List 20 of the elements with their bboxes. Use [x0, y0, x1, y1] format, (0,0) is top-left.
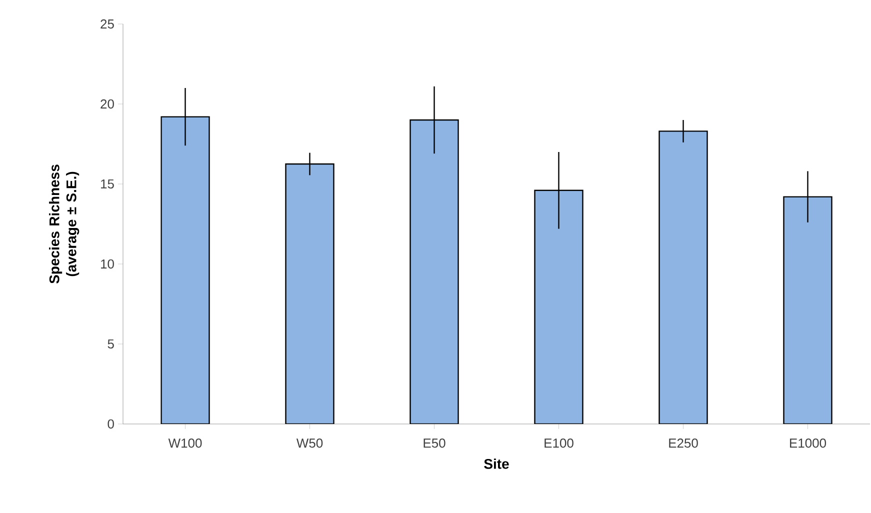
x-tick-label: W50: [296, 438, 323, 448]
x-tick-label: E100: [544, 438, 574, 448]
y-tick-label: 20: [100, 99, 114, 109]
bar: [285, 163, 334, 424]
bar: [783, 196, 832, 424]
bar: [160, 116, 210, 424]
bar: [534, 190, 584, 424]
y-tick-label: 25: [100, 19, 114, 29]
x-tick-label: W100: [168, 438, 202, 448]
bar: [410, 119, 459, 424]
x-tick-label: E1000: [790, 438, 826, 448]
x-axis-title: Site: [484, 458, 509, 469]
y-tick-label: 10: [101, 259, 114, 269]
y-tick-label: 15: [101, 179, 114, 189]
x-tick-label: E50: [424, 438, 446, 448]
y-tick-label: 0: [108, 419, 114, 429]
x-tick-label: E250: [669, 438, 698, 448]
y-tick-label: 5: [108, 339, 114, 349]
bar: [658, 130, 708, 424]
y-axis-title: Species Richness (average ± S.E.): [49, 164, 80, 284]
